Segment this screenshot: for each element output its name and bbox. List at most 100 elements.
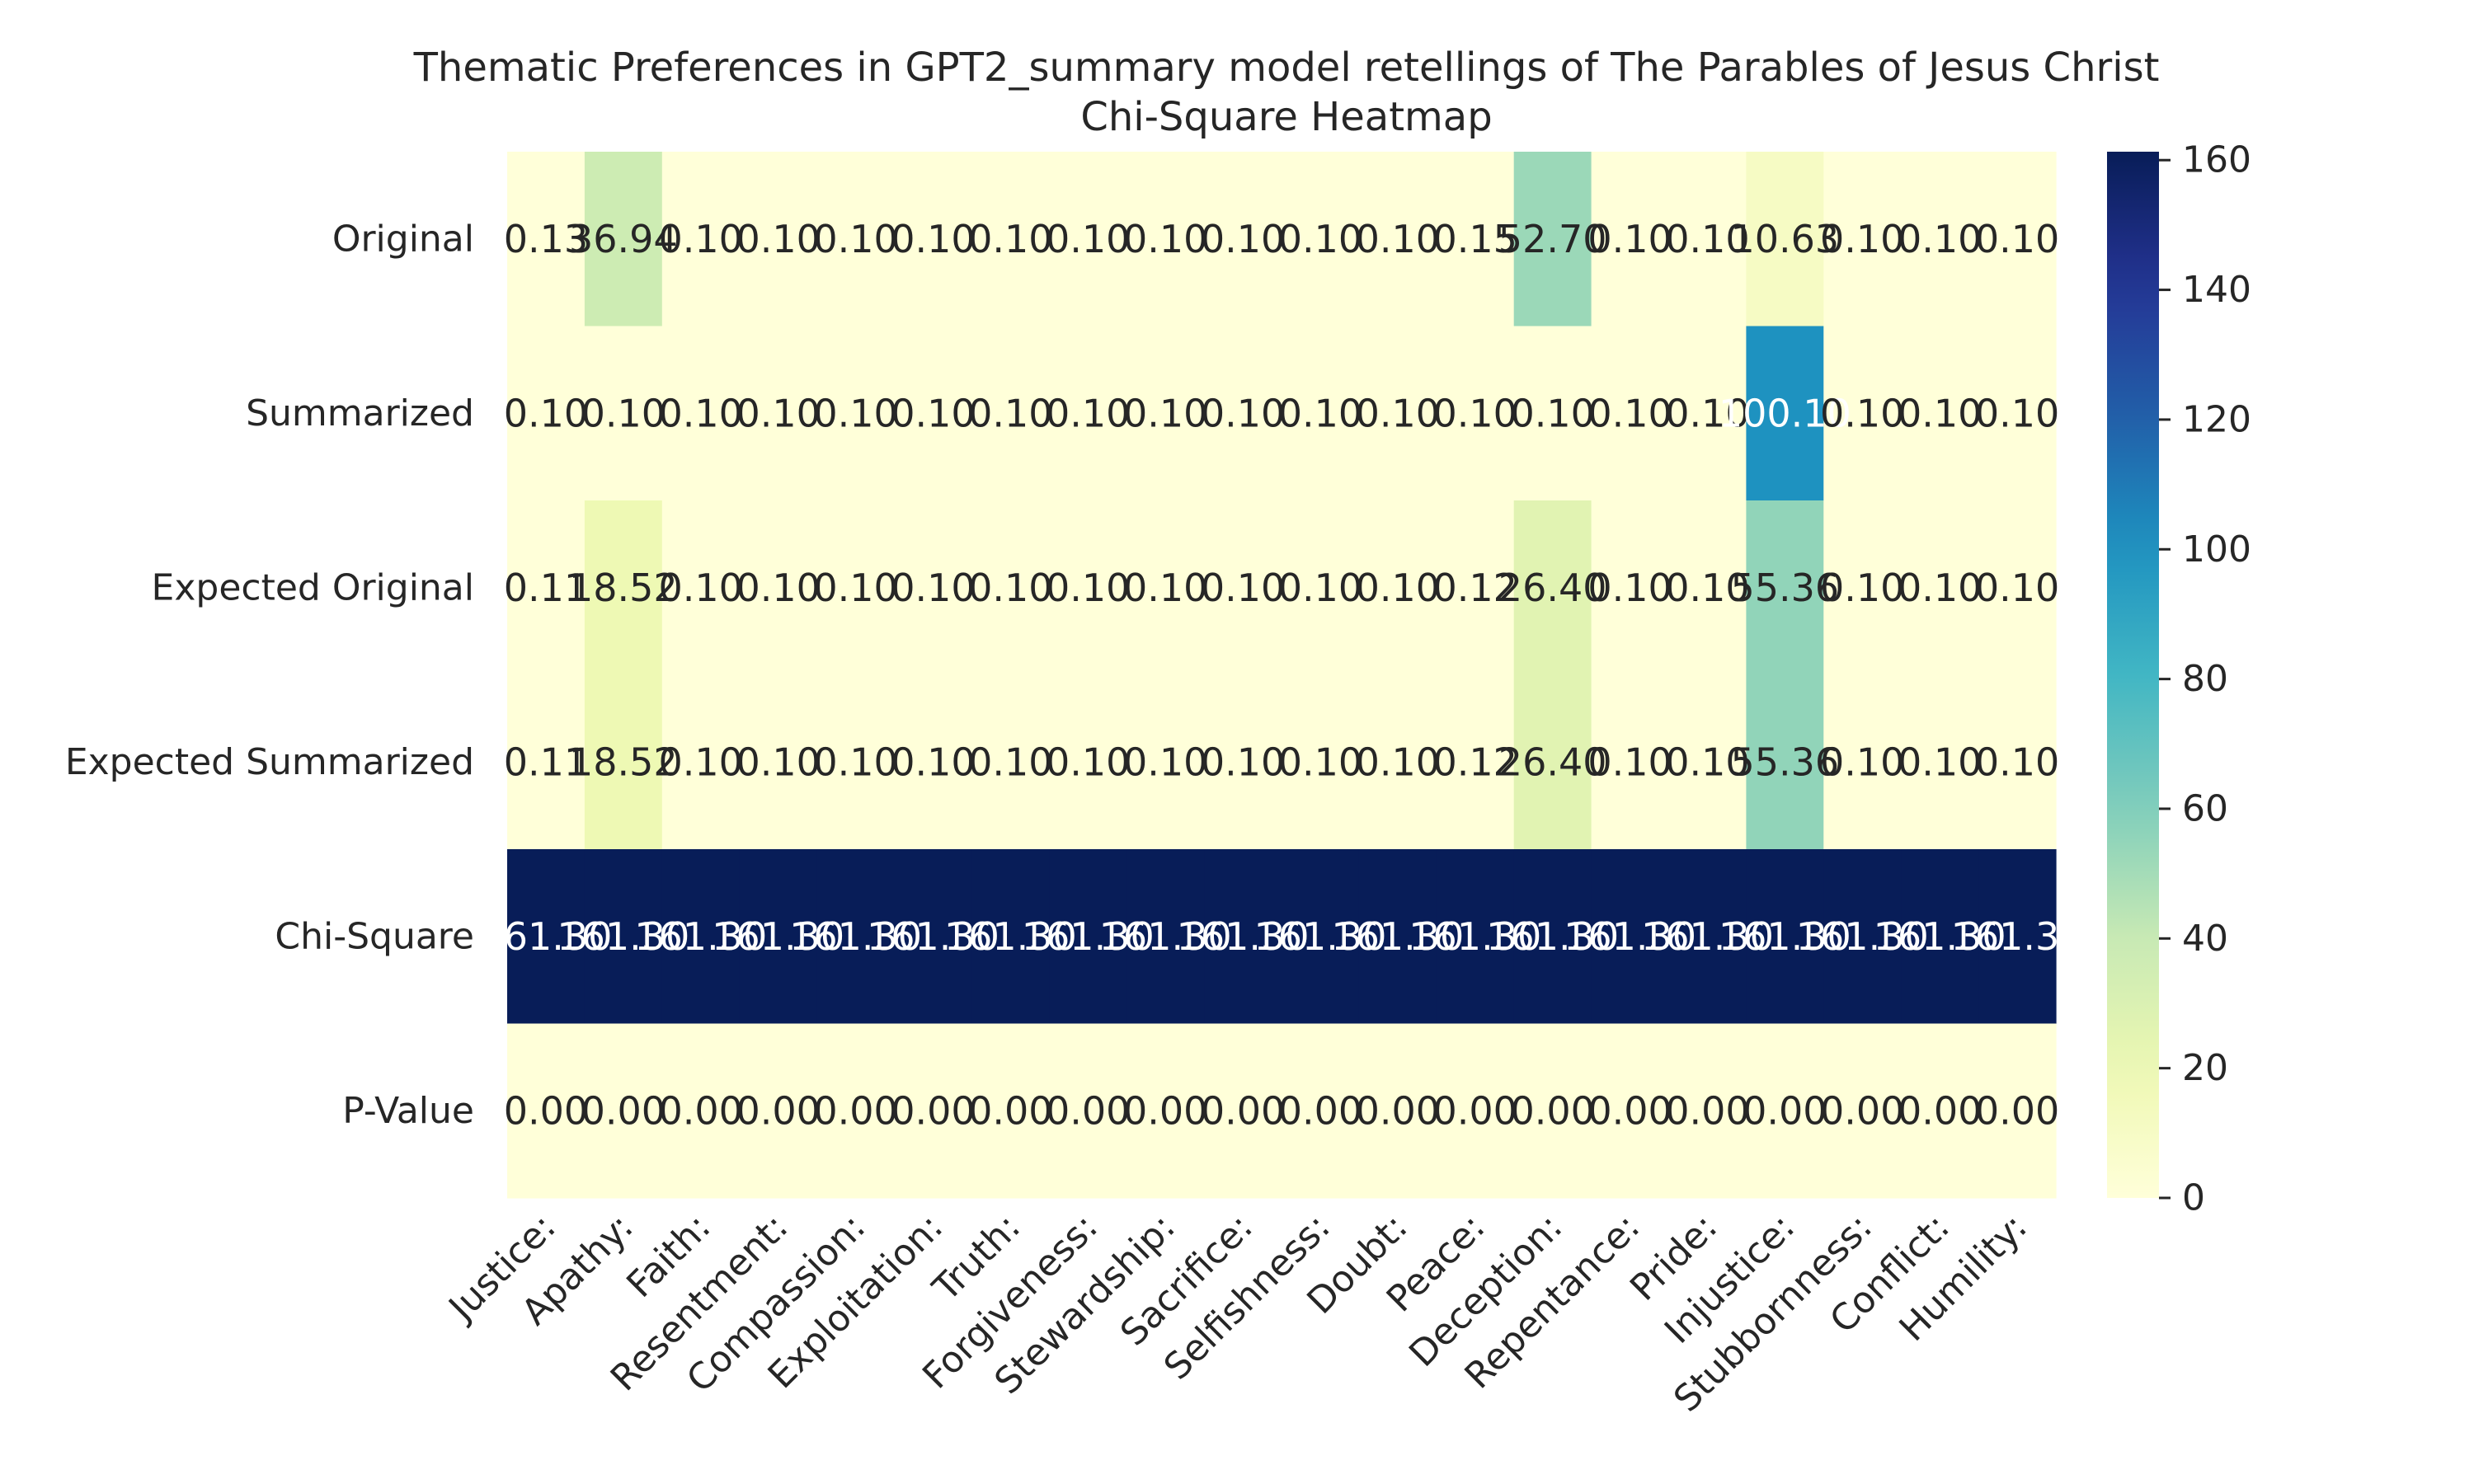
heatmap-cell bbox=[1436, 500, 1515, 676]
cell-value-label: 0.10 bbox=[1975, 391, 2059, 435]
heatmap-cell bbox=[1436, 1023, 1515, 1199]
cell-value-label: 0.10 bbox=[1201, 217, 1285, 261]
cell-value-label: 55.36 bbox=[1730, 740, 1839, 784]
heatmap-cell bbox=[1358, 674, 1437, 850]
heatmap-cell bbox=[584, 849, 663, 1025]
cell-value-label: 0.00 bbox=[1123, 1088, 1207, 1133]
cell-value-label: 0.10 bbox=[1046, 740, 1130, 784]
heatmap-cell bbox=[1204, 674, 1282, 850]
heatmap-cell bbox=[1049, 326, 1127, 501]
cell-value-label: 0.10 bbox=[968, 217, 1052, 261]
cell-value-label: 0.10 bbox=[813, 217, 897, 261]
heatmap-cell bbox=[507, 674, 586, 850]
cell-value-label: 0.10 bbox=[1975, 217, 2059, 261]
heatmap-cell bbox=[1668, 674, 1747, 850]
cell-value-label: 0.00 bbox=[1975, 1088, 2059, 1133]
colorbar-tick-label: 80 bbox=[2182, 658, 2228, 700]
cell-value-label: 0.10 bbox=[1433, 391, 1517, 435]
heatmap-cell bbox=[1358, 849, 1437, 1025]
cell-value-label: 18.52 bbox=[569, 566, 678, 610]
heatmap-cell bbox=[1901, 326, 1979, 501]
heatmap-cell bbox=[1746, 326, 1824, 501]
cell-value-label: 0.00 bbox=[1201, 1088, 1285, 1133]
heatmap-cell bbox=[1668, 849, 1747, 1025]
cell-value-label: 0.10 bbox=[1587, 740, 1672, 784]
cell-value-label: 161.30 bbox=[1409, 914, 1541, 959]
cell-value-label: 0.10 bbox=[813, 391, 897, 435]
heatmap-cell bbox=[1746, 152, 1824, 327]
cell-value-label: 0.10 bbox=[891, 217, 975, 261]
heatmap-cell bbox=[1358, 152, 1437, 327]
cell-value-label: 0.12 bbox=[1433, 740, 1517, 784]
heatmap-cell bbox=[971, 849, 1050, 1025]
cell-value-label: 0.10 bbox=[736, 217, 820, 261]
cell-value-label: 0.10 bbox=[1820, 740, 1904, 784]
y-tick-label: Summarized bbox=[246, 392, 474, 434]
cell-value-label: 0.10 bbox=[1201, 391, 1285, 435]
heatmap-cell bbox=[1746, 500, 1824, 676]
cell-value-label: 0.10 bbox=[1356, 740, 1440, 784]
cell-value-label: 0.10 bbox=[968, 566, 1052, 610]
heatmap-cell bbox=[507, 326, 586, 501]
heatmap-cell bbox=[661, 674, 741, 850]
heatmap-cell bbox=[1204, 326, 1282, 501]
colorbar-tick-label: 20 bbox=[2182, 1047, 2228, 1089]
cell-value-label: 0.00 bbox=[659, 1088, 743, 1133]
cell-value-label: 0.10 bbox=[581, 391, 666, 435]
cell-value-label: 0.10 bbox=[1820, 566, 1904, 610]
cell-value-label: 0.00 bbox=[1743, 1088, 1827, 1133]
cell-value-label: 0.10 bbox=[504, 391, 588, 435]
heatmap-cell bbox=[1049, 1023, 1127, 1199]
cell-value-label: 100.10 bbox=[1719, 391, 1851, 435]
cell-value-label: 161.30 bbox=[1874, 914, 2006, 959]
cell-value-label: 161.30 bbox=[1486, 914, 1619, 959]
cell-value-label: 0.00 bbox=[1278, 1088, 1362, 1133]
colorbar-tick-label: 60 bbox=[2182, 787, 2228, 829]
heatmap-cell bbox=[1126, 674, 1205, 850]
cell-value-label: 10.63 bbox=[1730, 217, 1839, 261]
cell-value-label: 0.10 bbox=[1665, 566, 1749, 610]
cell-value-label: 0.10 bbox=[659, 391, 743, 435]
cell-value-label: 0.10 bbox=[1820, 217, 1904, 261]
heatmap-cell bbox=[1126, 326, 1205, 501]
cell-value-label: 0.10 bbox=[1820, 391, 1904, 435]
cell-value-label: 0.00 bbox=[736, 1088, 820, 1133]
heatmap-cell bbox=[1823, 326, 1902, 501]
cell-value-label: 0.10 bbox=[1278, 391, 1362, 435]
colorbar-tick-label: 40 bbox=[2182, 918, 2228, 960]
heatmap-cell bbox=[584, 500, 663, 676]
heatmap-cell bbox=[1823, 674, 1902, 850]
cell-value-label: 0.10 bbox=[1587, 566, 1672, 610]
heatmap-cell bbox=[1282, 674, 1360, 850]
cell-value-label: 161.30 bbox=[1331, 914, 1464, 959]
heatmap-cell bbox=[816, 674, 896, 850]
heatmap-cell bbox=[1513, 500, 1592, 676]
heatmap-cell bbox=[507, 500, 586, 676]
heatmap-cell bbox=[1591, 1023, 1670, 1199]
cell-value-label: 55.36 bbox=[1730, 566, 1839, 610]
heatmap-cell bbox=[739, 849, 818, 1025]
heatmap-cell bbox=[1513, 1023, 1592, 1199]
heatmap-cell bbox=[894, 849, 972, 1025]
heatmap-cell bbox=[1282, 849, 1360, 1025]
heatmap-cell bbox=[971, 326, 1050, 501]
cell-value-label: 0.10 bbox=[891, 391, 975, 435]
heatmap-cell bbox=[1901, 674, 1979, 850]
heatmap-cell bbox=[584, 674, 663, 850]
cell-value-label: 161.30 bbox=[1253, 914, 1386, 959]
cell-value-label: 0.10 bbox=[1356, 217, 1440, 261]
heatmap-cell bbox=[1049, 500, 1127, 676]
heatmap-cell bbox=[661, 152, 741, 327]
cell-value-label: 0.00 bbox=[581, 1088, 666, 1133]
heatmap-cell bbox=[1591, 326, 1670, 501]
cell-value-label: 0.10 bbox=[1123, 566, 1207, 610]
heatmap-cell bbox=[1823, 1023, 1902, 1199]
heatmap-cell bbox=[1901, 1023, 1979, 1199]
cell-value-label: 0.00 bbox=[1820, 1088, 1904, 1133]
heatmap-cell bbox=[971, 500, 1050, 676]
cell-value-label: 0.10 bbox=[1046, 217, 1130, 261]
cell-value-label: 0.00 bbox=[1046, 1088, 1130, 1133]
cell-value-label: 161.30 bbox=[1641, 914, 1774, 959]
heatmap-cell bbox=[584, 152, 663, 327]
